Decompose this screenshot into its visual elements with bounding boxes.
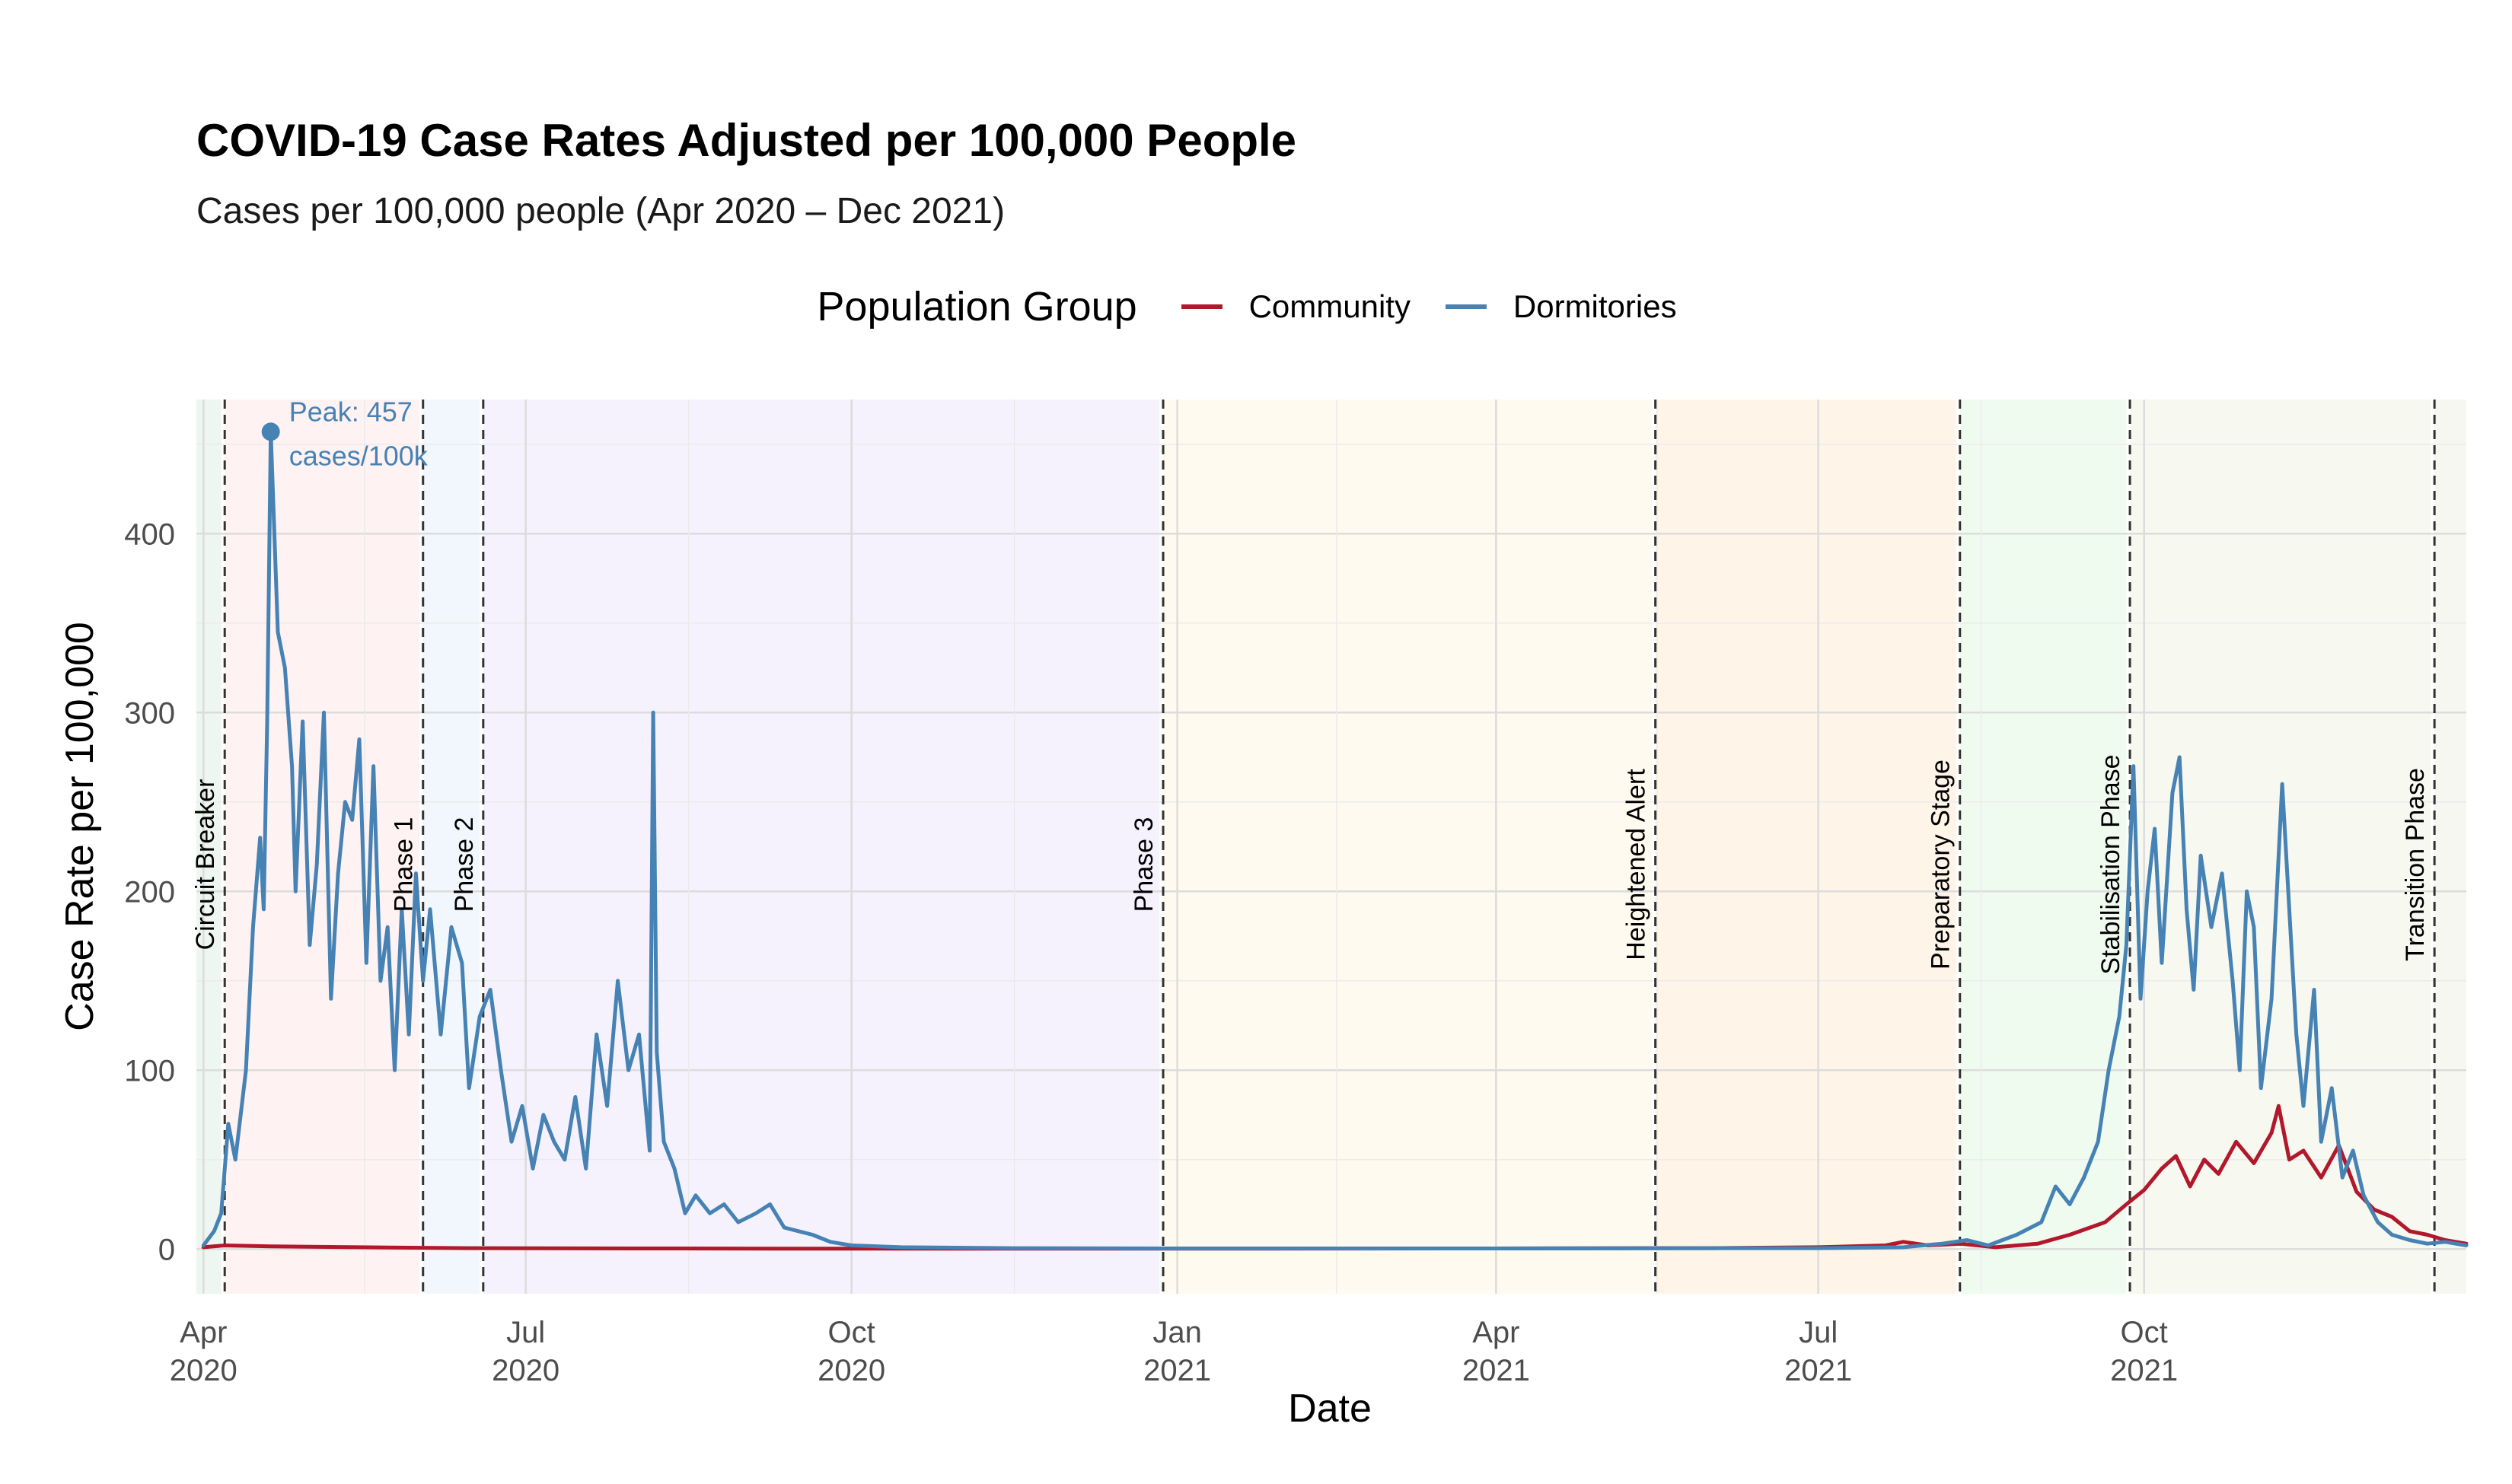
series-lines: [201, 429, 2469, 1251]
x-tick-label: 2021: [1462, 1354, 1530, 1387]
x-tick-label: 2020: [492, 1354, 559, 1387]
x-tick-label: Oct: [828, 1316, 875, 1349]
phase-label: Phase 2: [450, 817, 479, 912]
y-tick-label: 0: [158, 1233, 175, 1266]
phase-band-pre: [196, 400, 222, 1294]
phase-band-2: [483, 400, 1160, 1294]
legend-label-dormitories: Dormitories: [1513, 288, 1677, 324]
peak-annotation: Peak: 457 cases/100k: [261, 396, 429, 471]
chart-subtitle: Cases per 100,000 people (Apr 2020 – Dec…: [196, 191, 1006, 231]
y-tick-label: 100: [124, 1054, 175, 1088]
chart-title: COVID-19 Case Rates Adjusted per 100,000…: [196, 115, 1297, 166]
phase-band-1: [422, 400, 480, 1294]
x-tick-label: 2021: [2110, 1354, 2178, 1387]
phase-band-4: [1655, 400, 1957, 1294]
x-tick-label: Apr: [180, 1316, 227, 1349]
phase-band-3: [1163, 400, 1653, 1294]
legend-swatch-dormitories: [1446, 304, 1487, 309]
phase-label: Phase 1: [390, 817, 419, 912]
y-tick-label: 400: [124, 517, 175, 551]
x-tick-label: 2020: [170, 1354, 237, 1387]
legend: Population Group Community Dormitories: [0, 283, 2512, 330]
phase-label: Phase 3: [1130, 817, 1159, 912]
legend-item-community: Community: [1181, 288, 1411, 325]
phase-band-0: [225, 400, 420, 1294]
phase-label: Stabilisation Phase: [2096, 754, 2125, 974]
legend-label-community: Community: [1248, 288, 1411, 324]
x-tick-label: 2021: [1784, 1354, 1852, 1387]
peak-label-line1: Peak: 457: [289, 396, 413, 427]
phase-label: Transition Phase: [2401, 768, 2430, 961]
x-tick-label: 2021: [1143, 1354, 1211, 1387]
phase-label: Circuit Breaker: [191, 779, 220, 951]
phase-band-7: [2434, 400, 2466, 1294]
peak-label-line2: cases/100k: [289, 440, 429, 471]
peak-point: [261, 422, 280, 441]
axis-ticks: 0 100 200 300 400 Apr 2020 Jul 2020 Oct 2020 Jan 202…: [124, 517, 2178, 1387]
phase-label: Heightened Alert: [1622, 769, 1651, 960]
x-tick-label: Jul: [506, 1316, 545, 1349]
y-axis-label: Case Rate per 100,000: [58, 622, 102, 1031]
x-tick-label: Oct: [2121, 1316, 2168, 1349]
x-tick-label: Jan: [1152, 1316, 1202, 1349]
phase-bands: [196, 400, 2466, 1294]
x-tick-label: Apr: [1472, 1316, 1519, 1349]
x-tick-label: Jul: [1799, 1316, 1838, 1349]
series-line-dormitories: [201, 429, 2469, 1250]
legend-title: Population Group: [817, 284, 1137, 330]
phase-labels: Circuit Breaker Phase 1 Phase 2 Phase 3 Heig…: [191, 754, 2430, 974]
x-axis-label: Date: [1288, 1387, 1372, 1431]
legend-item-dormitories: Dormitories: [1446, 288, 1677, 325]
y-tick-label: 300: [124, 696, 175, 730]
legend-swatch-community: [1181, 304, 1223, 309]
y-tick-label: 200: [124, 875, 175, 909]
x-tick-label: 2020: [818, 1354, 885, 1387]
grid-lines: [196, 400, 2466, 1294]
phase-label: Preparatory Stage: [1927, 760, 1956, 970]
